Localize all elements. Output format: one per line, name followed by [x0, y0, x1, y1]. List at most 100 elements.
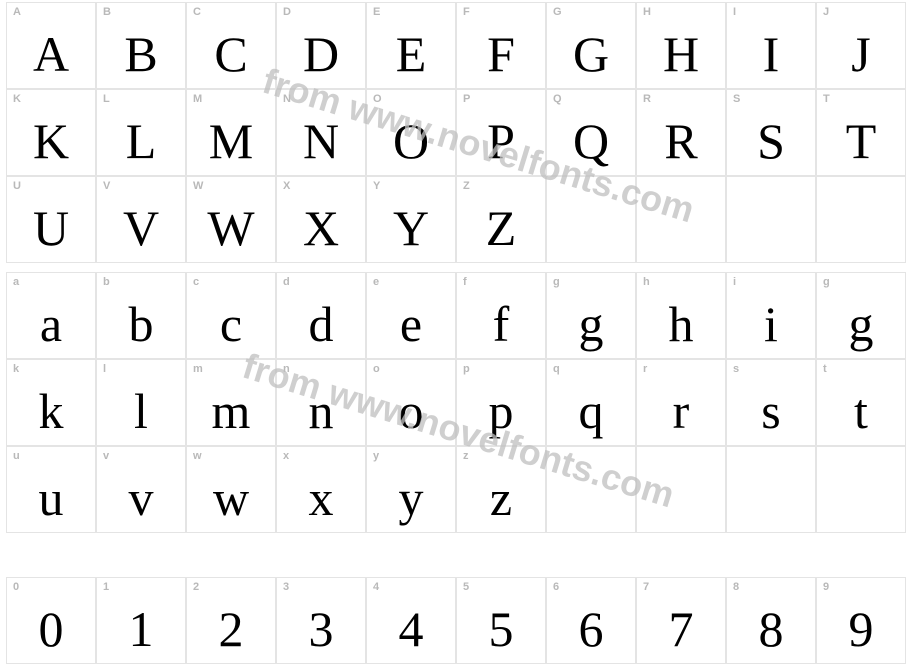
cell-label: d — [283, 277, 290, 288]
glyph-cell — [636, 446, 726, 533]
glyph-cell: ee — [366, 272, 456, 359]
cell-label: E — [373, 7, 381, 18]
cell-label: W — [193, 181, 204, 192]
cell-label: 3 — [283, 582, 289, 593]
glyph-cell: mm — [186, 359, 276, 446]
glyph-cell: RR — [636, 89, 726, 176]
cell-label: P — [463, 94, 471, 105]
cell-glyph: 1 — [97, 595, 185, 663]
cell-label: V — [103, 181, 111, 192]
glyph-cell: ZZ — [456, 176, 546, 263]
cell-label: D — [283, 7, 291, 18]
cell-glyph: F — [457, 20, 545, 88]
glyph-cell: 55 — [456, 577, 546, 664]
cell-label: T — [823, 94, 830, 105]
cell-label: 5 — [463, 582, 469, 593]
cell-label: t — [823, 364, 827, 375]
cell-glyph: a — [7, 290, 95, 358]
cell-label: A — [13, 7, 21, 18]
cell-glyph: w — [187, 464, 275, 532]
glyph-cell: ii — [726, 272, 816, 359]
cell-label: Q — [553, 94, 562, 105]
cell-glyph: i — [727, 290, 815, 358]
cell-glyph: G — [547, 20, 635, 88]
glyph-cell: VV — [96, 176, 186, 263]
cell-label: 7 — [643, 582, 649, 593]
cell-glyph — [637, 464, 725, 532]
cell-label: a — [13, 277, 19, 288]
glyph-cell: xx — [276, 446, 366, 533]
cell-label: S — [733, 94, 741, 105]
glyph-cell: XX — [276, 176, 366, 263]
glyph-cell: 77 — [636, 577, 726, 664]
glyph-cell: QQ — [546, 89, 636, 176]
glyph-cell: ll — [96, 359, 186, 446]
cell-label: m — [193, 364, 203, 375]
cell-glyph: g — [547, 290, 635, 358]
cell-glyph: v — [97, 464, 185, 532]
glyph-cell: PP — [456, 89, 546, 176]
glyph-cell: KK — [6, 89, 96, 176]
cell-glyph: 3 — [277, 595, 365, 663]
cell-glyph — [547, 464, 635, 532]
glyph-cell: cc — [186, 272, 276, 359]
cell-label: I — [733, 7, 736, 18]
glyph-cell: dd — [276, 272, 366, 359]
cell-label: 9 — [823, 582, 829, 593]
glyph-cell: bb — [96, 272, 186, 359]
cell-label: n — [283, 364, 290, 375]
cell-label: q — [553, 364, 560, 375]
glyph-cell: pp — [456, 359, 546, 446]
cell-label: 8 — [733, 582, 739, 593]
glyph-cell: NN — [276, 89, 366, 176]
cell-glyph: C — [187, 20, 275, 88]
cell-glyph: e — [367, 290, 455, 358]
cell-label: N — [283, 94, 291, 105]
glyph-cell: vv — [96, 446, 186, 533]
cell-label: v — [103, 451, 109, 462]
glyph-cell: nn — [276, 359, 366, 446]
cell-glyph: I — [727, 20, 815, 88]
glyph-cell: UU — [6, 176, 96, 263]
cell-glyph: U — [7, 194, 95, 262]
cell-glyph — [727, 194, 815, 262]
cell-glyph: D — [277, 20, 365, 88]
glyph-cell: gg — [816, 272, 906, 359]
cell-glyph: p — [457, 377, 545, 445]
cell-label: g — [823, 277, 830, 288]
cell-label: R — [643, 94, 651, 105]
cell-label: B — [103, 7, 111, 18]
glyph-cell: AA — [6, 2, 96, 89]
cell-glyph: u — [7, 464, 95, 532]
cell-label: Y — [373, 181, 381, 192]
table-row: uu vv ww xx yy zz — [6, 446, 906, 533]
table-row: 00 11 22 33 44 55 66 77 88 99 — [6, 577, 906, 664]
glyph-cell: ff — [456, 272, 546, 359]
cell-label: 6 — [553, 582, 559, 593]
cell-glyph — [727, 464, 815, 532]
glyph-cell — [546, 176, 636, 263]
cell-glyph: k — [7, 377, 95, 445]
cell-glyph: z — [457, 464, 545, 532]
cell-label: z — [463, 451, 469, 462]
cell-label: k — [13, 364, 19, 375]
cell-glyph: E — [367, 20, 455, 88]
cell-glyph: P — [457, 107, 545, 175]
cell-glyph — [637, 194, 725, 262]
cell-label: w — [193, 451, 202, 462]
cell-label: G — [553, 7, 562, 18]
glyph-cell: tt — [816, 359, 906, 446]
glyph-cell: GG — [546, 2, 636, 89]
cell-glyph: x — [277, 464, 365, 532]
glyph-cell: EE — [366, 2, 456, 89]
cell-glyph: Q — [547, 107, 635, 175]
glyph-grid-lower: aa bb cc dd ee ff gg hh ii gg kk ll mm n… — [6, 272, 906, 533]
glyph-cell: 00 — [6, 577, 96, 664]
cell-label: H — [643, 7, 651, 18]
cell-label: p — [463, 364, 470, 375]
cell-label: c — [193, 277, 199, 288]
glyph-cell: WW — [186, 176, 276, 263]
glyph-cell: rr — [636, 359, 726, 446]
cell-label: 0 — [13, 582, 19, 593]
cell-glyph: 8 — [727, 595, 815, 663]
